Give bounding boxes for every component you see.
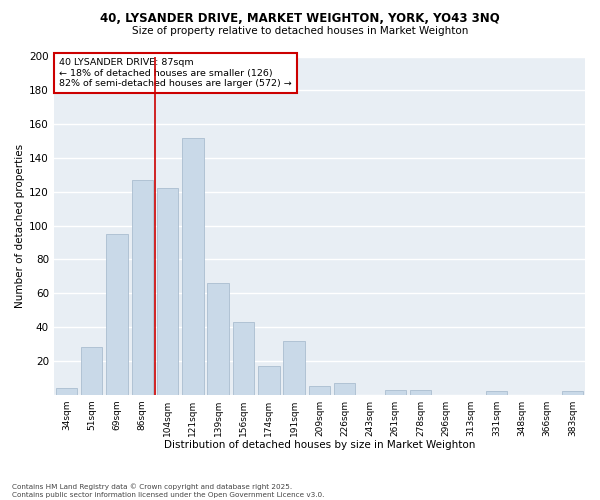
X-axis label: Distribution of detached houses by size in Market Weighton: Distribution of detached houses by size … bbox=[164, 440, 475, 450]
Bar bbox=[157, 188, 178, 394]
Text: Size of property relative to detached houses in Market Weighton: Size of property relative to detached ho… bbox=[132, 26, 468, 36]
Bar bbox=[56, 388, 77, 394]
Bar bbox=[334, 383, 355, 394]
Text: 40 LYSANDER DRIVE: 87sqm
← 18% of detached houses are smaller (126)
82% of semi-: 40 LYSANDER DRIVE: 87sqm ← 18% of detach… bbox=[59, 58, 292, 88]
Bar bbox=[131, 180, 153, 394]
Bar bbox=[562, 391, 583, 394]
Bar bbox=[385, 390, 406, 394]
Bar bbox=[106, 234, 128, 394]
Text: Contains HM Land Registry data © Crown copyright and database right 2025.
Contai: Contains HM Land Registry data © Crown c… bbox=[12, 484, 325, 498]
Bar bbox=[410, 390, 431, 394]
Bar bbox=[182, 138, 203, 394]
Bar bbox=[208, 283, 229, 395]
Bar bbox=[81, 348, 103, 395]
Bar bbox=[233, 322, 254, 394]
Y-axis label: Number of detached properties: Number of detached properties bbox=[15, 144, 25, 308]
Text: 40, LYSANDER DRIVE, MARKET WEIGHTON, YORK, YO43 3NQ: 40, LYSANDER DRIVE, MARKET WEIGHTON, YOR… bbox=[100, 12, 500, 26]
Bar bbox=[486, 391, 507, 394]
Bar bbox=[283, 340, 305, 394]
Bar bbox=[308, 386, 330, 394]
Bar bbox=[258, 366, 280, 394]
